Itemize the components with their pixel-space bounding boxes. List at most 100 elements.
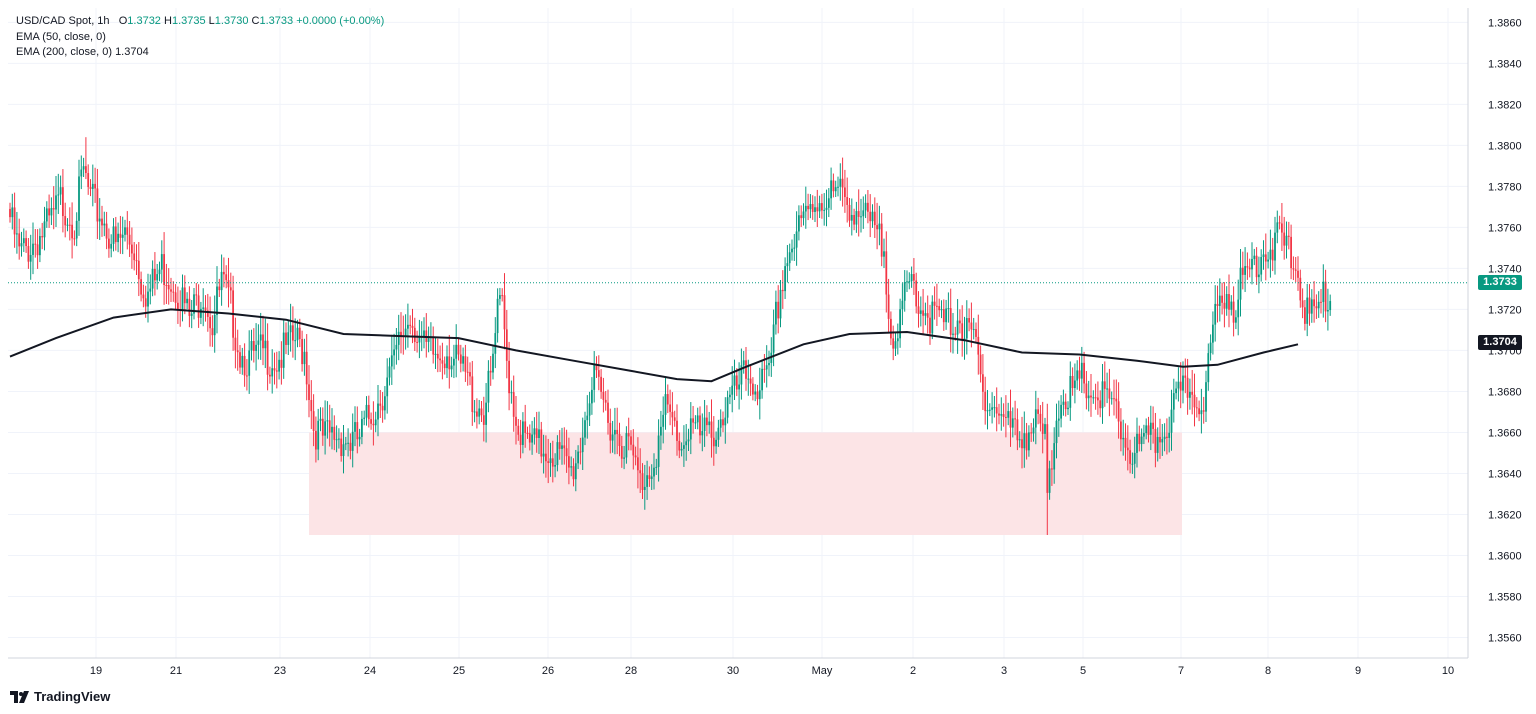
high-label: H	[164, 15, 172, 27]
candle-body	[556, 442, 559, 466]
candle-body	[701, 431, 704, 436]
candle-body	[101, 218, 103, 226]
candle-body	[188, 298, 191, 316]
candle	[680, 442, 683, 457]
candle-body	[372, 423, 375, 426]
candle-body	[227, 280, 230, 288]
candle-body	[1255, 255, 1258, 278]
candle-body	[1120, 421, 1122, 440]
candle-body	[85, 166, 87, 174]
candle	[609, 408, 612, 454]
candle-body	[1014, 418, 1016, 420]
legend-ema200-row[interactable]: EMA (200, close, 0) 1.3704	[16, 45, 384, 61]
tradingview-logo-icon	[10, 690, 29, 703]
candle-body	[151, 268, 154, 289]
candle	[676, 404, 678, 456]
candle	[588, 391, 591, 427]
candle	[457, 338, 460, 361]
candle-body	[73, 238, 76, 240]
candle	[177, 286, 179, 324]
candle	[312, 394, 315, 447]
candle	[1175, 381, 1177, 400]
candle-body	[358, 436, 361, 440]
candle-body	[202, 307, 205, 309]
candle	[73, 230, 76, 246]
candle	[515, 395, 517, 445]
candle	[800, 205, 803, 227]
candle-body	[34, 243, 37, 245]
candle	[1218, 278, 1221, 322]
candle	[1320, 289, 1322, 314]
candle-body	[1267, 259, 1269, 262]
candle	[273, 352, 276, 385]
candle	[331, 408, 333, 450]
candle-body	[305, 351, 308, 385]
candle-body	[1159, 436, 1161, 443]
y-tick-label: 1.3560	[1488, 632, 1522, 644]
candle-body	[280, 359, 283, 368]
legend-ema50-row[interactable]: EMA (50, close, 0)	[16, 30, 384, 46]
candle	[39, 228, 41, 263]
candle	[151, 260, 154, 297]
candle-body	[1071, 375, 1074, 389]
candle	[655, 458, 658, 475]
candle-body	[48, 208, 50, 216]
candle	[1228, 274, 1230, 328]
candle	[956, 299, 959, 354]
candle-body	[1161, 439, 1164, 443]
candle-body	[986, 410, 989, 412]
candle-body	[1186, 377, 1189, 398]
candle	[1014, 400, 1016, 436]
candle	[975, 322, 977, 343]
candle-body	[269, 374, 271, 377]
candle	[749, 364, 752, 396]
candle	[280, 341, 283, 385]
candle-body	[814, 207, 816, 212]
candle	[413, 317, 416, 351]
candle	[765, 345, 768, 388]
candle	[540, 421, 543, 464]
candle-body	[655, 466, 658, 468]
candle	[160, 240, 163, 282]
candle	[1322, 264, 1325, 318]
candle	[103, 211, 106, 237]
candle-body	[763, 368, 766, 370]
candle	[986, 389, 989, 430]
candle-body	[165, 284, 168, 286]
symbol-label[interactable]: USD/CAD Spot, 1h	[16, 15, 110, 27]
candle	[9, 202, 11, 223]
candle	[505, 309, 508, 379]
candle-body	[91, 183, 94, 189]
candle-body	[706, 417, 708, 426]
candle-body	[993, 407, 996, 409]
candle	[963, 316, 966, 360]
candle	[289, 303, 292, 352]
candle-body	[952, 333, 954, 335]
candle-body	[979, 354, 982, 375]
ema200-line	[9, 308, 1299, 383]
candle-body	[11, 207, 14, 218]
candle	[473, 400, 476, 423]
candle	[551, 440, 554, 483]
candle-body	[282, 332, 285, 368]
candle	[183, 275, 186, 315]
candle-body	[397, 331, 400, 345]
candle-body	[961, 323, 964, 341]
candle	[625, 426, 628, 464]
candle	[942, 299, 945, 331]
candle-body	[287, 332, 290, 345]
candle-body	[931, 301, 934, 334]
tradingview-logo[interactable]: TradingView	[10, 689, 110, 704]
candle	[850, 198, 853, 236]
candle-body	[901, 300, 904, 310]
candle-body	[1306, 297, 1309, 324]
candle	[423, 317, 425, 349]
candle-body	[1281, 223, 1283, 233]
candle	[915, 272, 918, 314]
candle-body	[890, 318, 892, 339]
candle	[1251, 242, 1253, 285]
candle	[68, 207, 71, 241]
candle	[370, 412, 372, 430]
